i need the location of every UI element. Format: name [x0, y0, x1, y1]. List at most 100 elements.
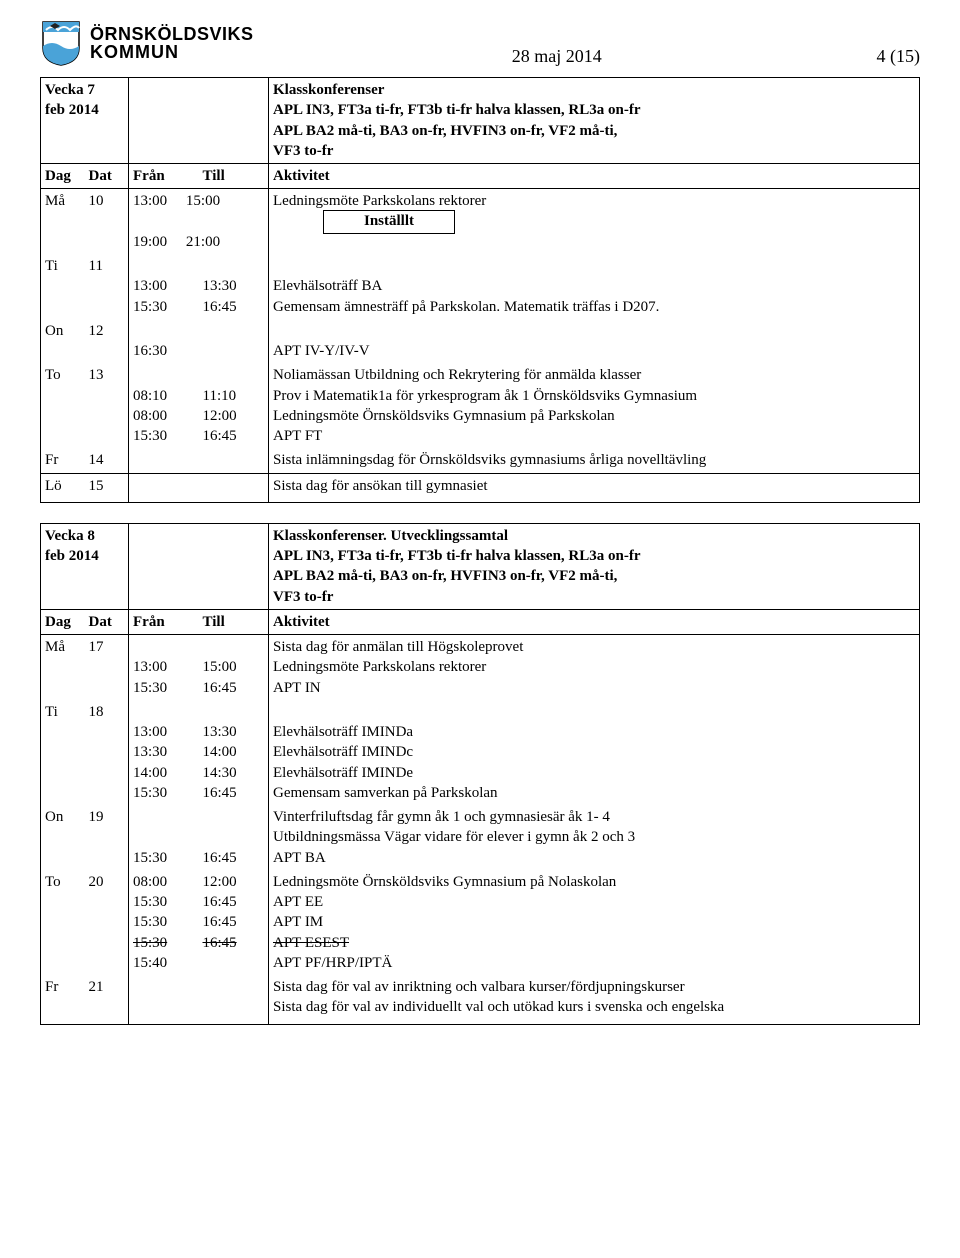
week8-head-2: APL IN3, FT3a ti-fr, FT3b ti-fr halva kl…	[273, 548, 641, 564]
cell-from: 13:00	[133, 278, 167, 294]
shield-icon	[40, 20, 82, 66]
cell-from: 15:30	[133, 785, 167, 801]
cell-to: 21:00	[186, 234, 220, 250]
cell-dag: Ti	[41, 700, 85, 805]
cell-activity: Noliamässan Utbildning och Rekrytering f…	[273, 367, 641, 383]
cell-from: 13:30	[133, 744, 167, 760]
cell-from: 08:10	[133, 388, 167, 404]
cell-activity: APT EE	[273, 894, 323, 910]
w7-to: To 13 08:10 08:00 15:30 11:10 12:00 16:4…	[41, 363, 920, 448]
cell-dat: 18	[85, 700, 129, 805]
cell-dat: 20	[85, 870, 129, 975]
cell-activity: Elevhälsoträff IMINDe	[273, 765, 413, 781]
w8-on: On 19 15:30 16:45 Vinterfriluftsdag får …	[41, 805, 920, 870]
col-akt: Aktivitet	[269, 609, 920, 634]
cell-dat: 15	[85, 473, 129, 502]
cell-from: 15:30	[133, 894, 167, 910]
cell-activity: Prov i Matematik1a för yrkesprogram åk 1…	[273, 388, 697, 404]
cell-dag: Må	[41, 635, 85, 700]
cell-activity: Sista inlämningsdag för Örnsköldsviks gy…	[269, 448, 920, 473]
cell-to: 15:00	[186, 193, 220, 209]
cell-from: 19:00	[133, 234, 167, 250]
week8-col-head: Dag Dat Från Till Aktivitet	[41, 609, 920, 634]
page-header: ÖRNSKÖLDSVIKS KOMMUN 28 maj 2014 4 (15)	[40, 20, 920, 67]
cell-to: 16:45	[203, 299, 237, 315]
cell-dag: To	[41, 870, 85, 975]
week8-head-3: APL BA2 må-ti, BA3 on-fr, HVFIN3 on-fr, …	[273, 568, 617, 584]
week8-title-l2: feb 2014	[45, 548, 99, 564]
cell-to: 16:45	[203, 785, 237, 801]
col-dag: Dag	[41, 609, 85, 634]
cell-dat: 11	[85, 254, 129, 319]
cell-to: 15:00	[203, 659, 237, 675]
week7-head-1: Klasskonferenser	[273, 82, 384, 98]
cell-dag: Må	[41, 189, 85, 254]
cell-dat: 13	[85, 363, 129, 448]
cell-to: 12:00	[203, 874, 237, 890]
cell-activity: Vinterfriluftsdag får gymn åk 1 och gymn…	[273, 809, 610, 825]
w8-ma: Må 17 13:00 15:30 15:00 16:45 Sista dag …	[41, 635, 920, 700]
cell-activity: Sista dag för anmälan till Högskoleprove…	[273, 639, 523, 655]
org-name: ÖRNSKÖLDSVIKS KOMMUN	[90, 25, 254, 61]
cell-dag: Fr	[41, 448, 85, 473]
cell-activity: Ledningsmöte Parkskolans rektorer	[273, 659, 486, 675]
cell-activity: Elevhälsoträff IMINDa	[273, 724, 413, 740]
cell-from: 15:30	[133, 914, 167, 930]
week7-title-l1: Vecka 7	[45, 82, 95, 98]
org-name-line2: KOMMUN	[90, 43, 254, 61]
cell-activity: Sista dag för val av inriktning och valb…	[273, 979, 685, 995]
w8-to: To 20 08:00 15:30 15:30 15:30 15:40 12:0…	[41, 870, 920, 975]
cell-from: 14:00	[133, 765, 167, 781]
cell-dat: 12	[85, 319, 129, 364]
org-logo-block: ÖRNSKÖLDSVIKS KOMMUN	[40, 20, 254, 66]
cell-from: 15:30	[133, 428, 167, 444]
cell-from: 15:30	[133, 299, 167, 315]
cell-activity: APT PF/HRP/IPTÄ	[273, 955, 392, 971]
cell-to: 16:45	[203, 850, 237, 866]
cell-from: 08:00	[133, 408, 167, 424]
week7-table: Vecka 7 feb 2014 Klasskonferenser APL IN…	[40, 77, 920, 503]
col-dag: Dag	[41, 164, 85, 189]
w7-ti: Ti 11 13:00 15:30 13:30 16:45 Elevhälsot…	[41, 254, 920, 319]
week8-title-l1: Vecka 8	[45, 528, 95, 544]
week7-head-row: Vecka 7 feb 2014 Klasskonferenser APL IN…	[41, 78, 920, 164]
col-till: Till	[199, 609, 269, 634]
cell-dag: Ti	[41, 254, 85, 319]
cell-dag: Lö	[41, 473, 85, 502]
cell-from: 15:30	[133, 850, 167, 866]
cell-dag: Fr	[41, 975, 85, 1024]
header-date: 28 maj 2014	[254, 20, 860, 67]
cell-from: 13:00	[133, 659, 167, 675]
org-name-line1: ÖRNSKÖLDSVIKS	[90, 25, 254, 43]
cell-from: 16:30	[133, 343, 167, 359]
week7-title-l2: feb 2014	[45, 102, 99, 118]
cell-activity: Utbildningsmässa Vägar vidare för elever…	[273, 829, 635, 845]
cell-dat: 19	[85, 805, 129, 870]
cell-to: 16:45	[203, 680, 237, 696]
week7-col-head: Dag Dat Från Till Aktivitet	[41, 164, 920, 189]
w7-ma: Må 10 13:00 15:00 19:00 21:00 Ledningsmö…	[41, 189, 920, 254]
cell-to: 12:00	[203, 408, 237, 424]
cell-to-struck: 16:45	[203, 935, 237, 951]
week8-head-1: Klasskonferenser. Utvecklingssamtal	[273, 528, 508, 544]
cell-activity: Gemensam ämnesträff på Parkskolan. Matem…	[273, 299, 659, 315]
cell-to: 14:00	[203, 744, 237, 760]
cell-activity: APT IM	[273, 914, 323, 930]
page-number: 4 (15)	[860, 20, 920, 67]
cell-to: 16:45	[203, 428, 237, 444]
cell-activity: Ledningsmöte Örnsköldsviks Gymnasium på …	[273, 874, 616, 890]
cell-from: 13:00	[133, 724, 167, 740]
cell-to: 16:45	[203, 894, 237, 910]
week8-table: Vecka 8 feb 2014 Klasskonferenser. Utvec…	[40, 523, 920, 1025]
cell-activity: APT IN	[273, 680, 321, 696]
col-dat: Dat	[85, 164, 129, 189]
cell-to: 14:30	[203, 765, 237, 781]
cell-dag: To	[41, 363, 85, 448]
cell-to: 16:45	[203, 914, 237, 930]
cancelled-label: Inställlt	[323, 210, 455, 234]
w7-lo: Lö 15 Sista dag för ansökan till gymnasi…	[41, 473, 920, 502]
week8-head-row: Vecka 8 feb 2014 Klasskonferenser. Utvec…	[41, 523, 920, 609]
cell-to: 13:30	[203, 724, 237, 740]
week7-head-3: APL BA2 må-ti, BA3 on-fr, HVFIN3 on-fr, …	[273, 123, 617, 139]
week7-head-4: VF3 to-fr	[273, 143, 333, 159]
